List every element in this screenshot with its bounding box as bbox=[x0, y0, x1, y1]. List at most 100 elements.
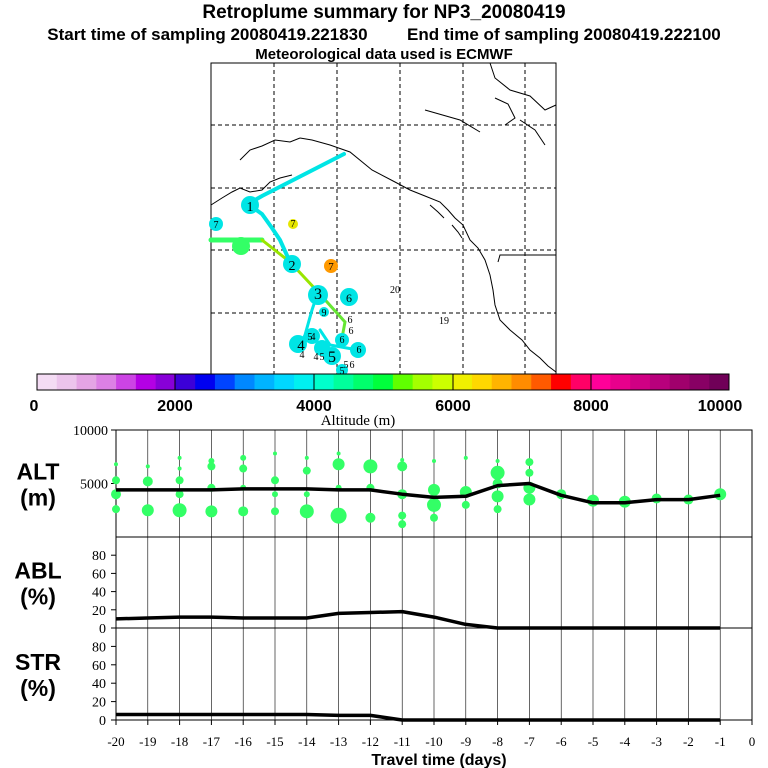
scatter-point bbox=[240, 454, 247, 461]
scatter-point bbox=[400, 457, 405, 462]
y-tick-label: 20 bbox=[92, 696, 106, 711]
colorbar-swatch bbox=[274, 374, 295, 390]
alt-line bbox=[116, 481, 721, 505]
minor-label: 5 bbox=[320, 352, 325, 363]
traj-label-7: 7 bbox=[328, 261, 334, 273]
map-frame bbox=[210, 62, 557, 377]
alt-panel: 5000 10000 ALT(m) bbox=[16, 424, 753, 538]
scatter-point bbox=[365, 512, 376, 523]
scatter-point bbox=[525, 458, 534, 467]
x-tick-label: -16 bbox=[235, 734, 253, 749]
traj-label-3: 3 bbox=[314, 286, 322, 303]
x-tick-label: -17 bbox=[203, 734, 221, 749]
scatter-point bbox=[491, 490, 504, 503]
x-tick-label: -18 bbox=[171, 734, 188, 749]
map-graticule bbox=[211, 63, 556, 376]
panel-ylabel-unit: (m) bbox=[20, 485, 56, 511]
panel-ylabel-unit: (%) bbox=[20, 584, 56, 610]
colorbar-swatch bbox=[432, 374, 453, 390]
scatter-point bbox=[493, 505, 502, 514]
start-time-label: Start time of sampling 20080419.221830 bbox=[47, 25, 368, 44]
x-tick-label: -10 bbox=[425, 734, 442, 749]
colorbar-swatch bbox=[689, 374, 710, 390]
minor-label: 6 bbox=[349, 326, 354, 337]
minor-trajectory-labels: 7 7 20 19 9 6 6 4 4 5 6 5 6 4 5 5 6 bbox=[214, 219, 450, 377]
colorbar-ticks: 0 2000 4000 6000 8000 10000 bbox=[30, 398, 743, 415]
colorbar-swatch bbox=[590, 374, 611, 390]
x-tick-label: -3 bbox=[651, 734, 662, 749]
colorbar-swatch bbox=[531, 374, 552, 390]
colorbar-swatch bbox=[333, 374, 354, 390]
panel-ylabel: ABL bbox=[14, 558, 61, 584]
scatter-point bbox=[330, 507, 347, 524]
colorbar-swatch bbox=[610, 374, 631, 390]
minor-label: 19 bbox=[439, 316, 449, 327]
minor-label: 6 bbox=[350, 360, 355, 371]
colorbar-swatch bbox=[570, 374, 591, 390]
sampling-time-line: Start time of sampling 20080419.221830 E… bbox=[0, 25, 768, 45]
x-tick-label: -2 bbox=[683, 734, 694, 749]
altitude-colorbar bbox=[36, 373, 730, 391]
scatter-point bbox=[430, 513, 438, 522]
colorbar-border bbox=[36, 373, 730, 391]
scatter-point bbox=[177, 466, 182, 471]
scatter-point bbox=[272, 491, 278, 498]
colorbar-swatch bbox=[630, 374, 651, 390]
scatter-point bbox=[177, 455, 182, 460]
x-tick-label: -20 bbox=[107, 734, 124, 749]
scatter-point bbox=[303, 491, 310, 498]
scatter-point bbox=[398, 511, 407, 520]
minor-label: 7 bbox=[214, 220, 219, 231]
x-tick-label: -5 bbox=[588, 734, 599, 749]
abl-panel: 0 20 40 60 80 ABL(%) bbox=[14, 536, 753, 637]
y-tick-label: 60 bbox=[92, 659, 106, 674]
traj-label-5: 5 bbox=[328, 349, 336, 366]
scatter-point bbox=[525, 468, 534, 477]
abl-line bbox=[115, 609, 721, 630]
trajectory-day-labels: 1 2 3 4 5 6 7 bbox=[247, 200, 353, 366]
scatter-point bbox=[271, 507, 279, 516]
colorbar-swatch bbox=[195, 374, 216, 390]
minor-label: 6 bbox=[348, 315, 353, 326]
cb-tick: 8000 bbox=[573, 398, 609, 415]
scatter-point bbox=[427, 497, 441, 512]
scatter-point bbox=[271, 476, 279, 485]
minor-label: 4 bbox=[300, 350, 305, 361]
traj-label-6: 6 bbox=[346, 291, 352, 305]
colorbar-swatch bbox=[313, 374, 334, 390]
coastline bbox=[210, 62, 557, 373]
colorbar-swatch bbox=[452, 374, 473, 390]
x-tick-label: -13 bbox=[330, 734, 347, 749]
minor-label: 5 bbox=[340, 366, 345, 377]
scatter-point bbox=[299, 504, 314, 519]
x-tick-label: -19 bbox=[139, 734, 156, 749]
panel-ylabel: STR bbox=[15, 649, 61, 675]
x-tick-label: -12 bbox=[362, 734, 379, 749]
x-tick-label: -4 bbox=[619, 734, 630, 749]
scatter-point bbox=[363, 459, 378, 474]
colorbar-swatch bbox=[135, 374, 157, 390]
y-tick-label: 10000 bbox=[73, 424, 108, 439]
colorbar-swatch bbox=[155, 374, 176, 390]
minor-label: 6 bbox=[357, 345, 362, 356]
x-tick-label: -6 bbox=[556, 734, 567, 749]
scatter-point bbox=[239, 464, 248, 473]
scatter-point bbox=[145, 464, 150, 469]
x-tick-label: -11 bbox=[394, 734, 411, 749]
colorbar-swatch bbox=[471, 374, 493, 390]
colorbar-swatch bbox=[76, 374, 97, 390]
x-tick-label: -7 bbox=[524, 734, 535, 749]
scatter-point bbox=[114, 462, 118, 467]
scatter-point bbox=[463, 455, 468, 460]
traj-label-4: 4 bbox=[297, 338, 305, 354]
x-tick-label: -15 bbox=[266, 734, 283, 749]
y-tick-label: 0 bbox=[99, 622, 106, 637]
minor-label: 4 bbox=[314, 352, 319, 363]
minor-label: 5 bbox=[308, 332, 313, 343]
x-axis-title: Travel time (days) bbox=[371, 752, 506, 768]
colorbar-swatch bbox=[491, 374, 512, 390]
colorbar-swatch bbox=[649, 374, 671, 390]
minor-label: 5 bbox=[344, 360, 349, 371]
scatter-point bbox=[205, 505, 218, 518]
y-tick-label: 60 bbox=[92, 567, 106, 582]
